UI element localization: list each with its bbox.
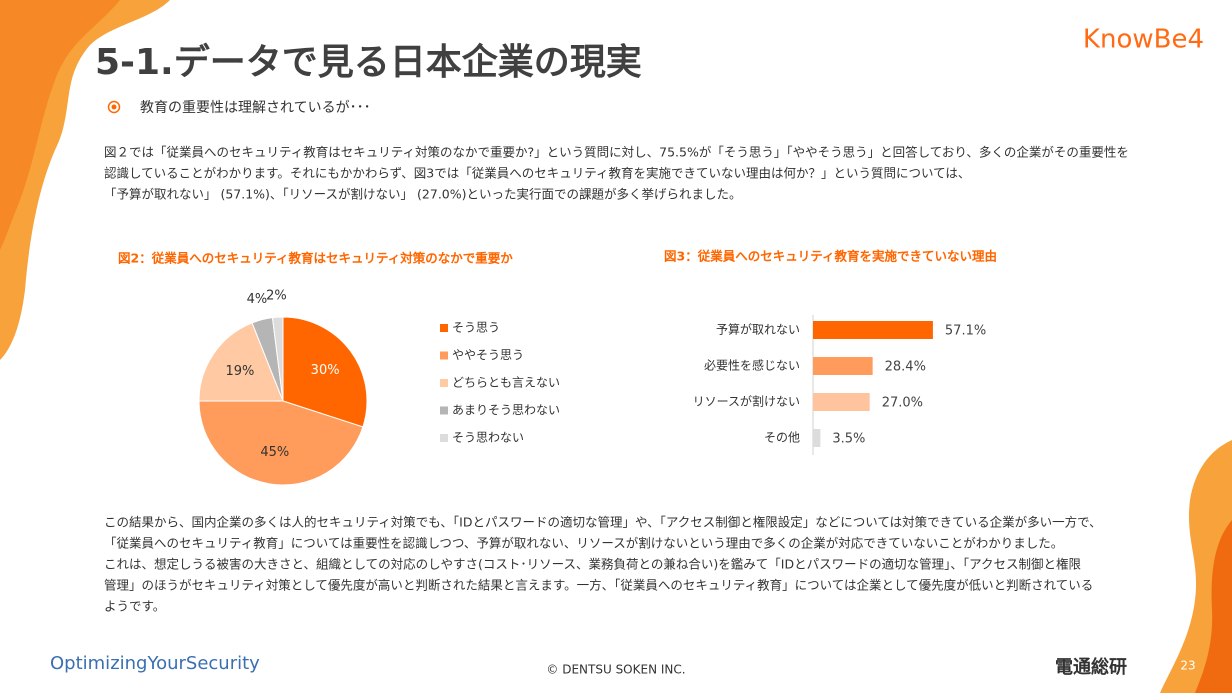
legend-swatch bbox=[440, 406, 448, 415]
page-number: 23 bbox=[1180, 659, 1195, 673]
category-label: リソースが割けない bbox=[693, 394, 800, 409]
data-label: 30% bbox=[311, 363, 340, 378]
conclusion-line: これは、想定しうる被害の大きさと、組織としての対応のしやすさ(コスト･リソース、… bbox=[104, 557, 1081, 572]
data-label: 4% bbox=[247, 292, 268, 307]
legend-swatch bbox=[440, 379, 448, 387]
bar bbox=[813, 393, 870, 411]
bullet-icon bbox=[107, 100, 121, 114]
intro-line: 「予算が取れない」 (57.1%)、「リソースが割けない」 (27.0%)といっ… bbox=[104, 187, 742, 202]
footer-logo: OptimizingYourSecurity bbox=[50, 653, 260, 674]
legend-label: あまりそう思わない bbox=[452, 403, 560, 417]
legend-swatch bbox=[440, 324, 448, 332]
company-logo: 電通総研 bbox=[1055, 656, 1127, 678]
data-label: 2% bbox=[266, 289, 287, 304]
bullet-text: 教育の重要性は理解されているが･･･ bbox=[140, 100, 371, 116]
conclusion-line: この結果から、国内企業の多くは人的セキュリティ対策でも、「IDとパスワードの適切… bbox=[104, 515, 1102, 530]
slide-title: 5-1.データで見る日本企業の現実 bbox=[95, 41, 642, 83]
conclusion-line: 「従業員へのセキュリティ教育」については重要性を認識しつつ、予算が取れない、リソ… bbox=[104, 536, 1063, 551]
bar bbox=[813, 429, 821, 447]
pie-slice bbox=[198, 322, 284, 402]
chart-title: 図2：従業員へのセキュリティ教育はセキュリティ対策のなかで重要か bbox=[118, 251, 513, 266]
legend-label: どちらとも言えない bbox=[452, 376, 560, 390]
conclusion-line: 管理」のほうがセキュリティ対策として優先度が高いと判断された結果と言えます。一方… bbox=[104, 578, 1093, 593]
decor-bottom-right-inner bbox=[1195, 520, 1232, 693]
chart-title: 図3：従業員へのセキュリティ教育を実施できていない理由 bbox=[664, 249, 997, 264]
data-label: 57.1% bbox=[945, 324, 986, 339]
intro-line: 認識していることがわかります。それにもかかわらず、図3では「従業員へのセキュリテ… bbox=[104, 166, 970, 181]
intro-line: 図２では「従業員へのセキュリティ教育はセキュリティ対策のなかで重要か?」という質… bbox=[104, 145, 1129, 160]
legend-label: そう思う bbox=[452, 321, 500, 335]
bullet-icon-dot bbox=[111, 104, 117, 110]
data-label: 28.4% bbox=[885, 360, 926, 375]
decor-top-left-inner bbox=[0, 0, 120, 250]
copyright: © DENTSU SOKEN INC. bbox=[546, 663, 685, 677]
legend-label: ややそう思う bbox=[452, 348, 524, 362]
data-label: 3.5% bbox=[832, 432, 865, 447]
bar bbox=[813, 321, 933, 339]
category-label: 予算が取れない bbox=[716, 322, 800, 337]
conclusion-line: ようです。 bbox=[104, 599, 165, 614]
pie-slice bbox=[282, 316, 368, 428]
data-label: 19% bbox=[225, 364, 254, 379]
legend-label: そう思わない bbox=[452, 431, 524, 445]
category-label: その他 bbox=[764, 431, 800, 445]
category-label: 必要性を感じない bbox=[704, 358, 800, 373]
legend-swatch bbox=[440, 434, 448, 442]
brand-logo: KnowBe4 bbox=[1083, 25, 1204, 55]
pie-slice bbox=[198, 400, 364, 486]
legend-swatch bbox=[440, 351, 448, 360]
pie-slice bbox=[271, 316, 284, 402]
data-label: 27.0% bbox=[882, 396, 923, 411]
data-label: 45% bbox=[260, 445, 289, 460]
bar bbox=[813, 357, 873, 375]
